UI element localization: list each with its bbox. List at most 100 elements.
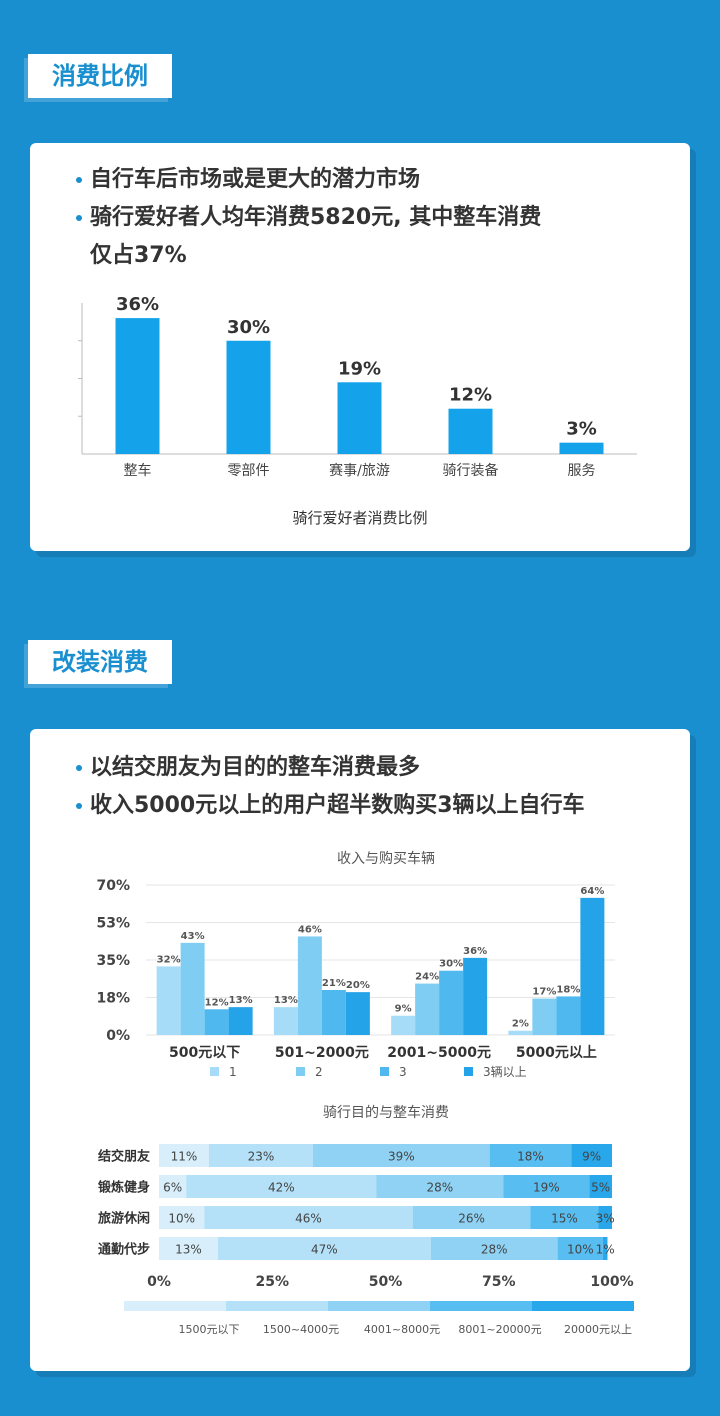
bar-value-label: 12% — [449, 385, 492, 406]
bar-3-1 — [391, 1015, 416, 1035]
chart-title-2: 骑行目的与整车消费 — [323, 1104, 449, 1121]
segment-value-label: 5% — [591, 1181, 610, 1195]
bar-2-4 — [345, 992, 370, 1035]
bar-4-1 — [508, 1030, 533, 1035]
x-tick-label: 100% — [590, 1274, 633, 1290]
y-tick-label: 0% — [106, 1028, 130, 1044]
segment-value-label: 9% — [582, 1150, 601, 1164]
bullet-2-line-2: 仅占37% — [90, 243, 187, 268]
bar-1-3 — [204, 1009, 229, 1035]
bullet-2-line-1: 骑行爱好者人均年消费5820元, 其中整车消费 — [90, 205, 542, 230]
bar-value-label: 43% — [181, 931, 205, 942]
stack-seg-4-1 — [159, 1237, 218, 1260]
legend-swatch — [464, 1067, 473, 1076]
bar-value-label: 64% — [580, 886, 604, 897]
legend-swatch-2 — [226, 1301, 328, 1311]
stack-seg-4-5 — [602, 1237, 608, 1260]
row-label: 结交朋友 — [98, 1149, 150, 1165]
legend-swatch-2 — [124, 1301, 226, 1311]
bar-1 — [115, 318, 160, 454]
bar-value-label: 21% — [322, 978, 346, 989]
segment-value-label: 18% — [517, 1150, 544, 1164]
segment-value-label: 28% — [427, 1181, 454, 1195]
stack-seg-1-1 — [159, 1144, 209, 1167]
category-label: 骑行装备 — [443, 462, 499, 479]
bar-3-2 — [415, 983, 440, 1035]
bar-value-label: 36% — [463, 946, 487, 957]
bullet-4: 收入5000元以上的用户超半数购买3辆以上自行车 — [76, 787, 676, 825]
stack-seg-2-3 — [376, 1175, 504, 1198]
bar-value-label: 17% — [532, 987, 556, 998]
legend-label: 1 — [229, 1065, 237, 1079]
bar-2-3 — [321, 990, 346, 1035]
row-label: 旅游休闲 — [98, 1211, 150, 1227]
bar-1-2 — [180, 942, 205, 1035]
bar-value-label: 20% — [346, 980, 370, 991]
legend-swatch-2 — [532, 1301, 634, 1311]
segment-value-label: 10% — [567, 1243, 594, 1257]
bar-value-label: 9% — [395, 1004, 412, 1015]
bar-value-label: 19% — [338, 358, 381, 379]
bar-value-label: 24% — [415, 972, 439, 983]
category-label: 2001~5000元 — [387, 1045, 491, 1061]
stack-seg-1-5 — [571, 1144, 612, 1167]
stack-seg-4-4 — [557, 1237, 603, 1260]
bar-value-label: 18% — [556, 984, 580, 995]
segment-value-label: 6% — [163, 1181, 182, 1195]
legend-label: 2 — [315, 1065, 323, 1079]
legend-swatch — [210, 1067, 219, 1076]
bar-value-label: 46% — [298, 924, 322, 935]
category-label: 零部件 — [228, 463, 270, 479]
bar-value-label: 2% — [512, 1019, 529, 1030]
segment-value-label: 10% — [168, 1212, 195, 1226]
bar-1-4 — [228, 1007, 253, 1035]
segment-value-label: 47% — [311, 1243, 338, 1257]
x-tick-label: 75% — [482, 1274, 516, 1290]
legend-label-2: 8001~20000元 — [458, 1323, 541, 1336]
bar-value-label: 13% — [229, 995, 253, 1006]
bar-3 — [337, 382, 382, 454]
y-tick-label: 53% — [96, 916, 130, 932]
chart-title: 收入与购买车辆 — [337, 850, 435, 867]
stack-seg-2-2 — [186, 1175, 377, 1198]
segment-value-label: 19% — [533, 1181, 560, 1195]
stack-seg-3-2 — [204, 1206, 413, 1229]
stack-seg-2-5 — [589, 1175, 612, 1198]
legend-label-2: 1500元以下 — [179, 1323, 240, 1336]
y-tick-label: 70% — [96, 878, 130, 894]
segment-value-label: 3% — [596, 1212, 615, 1226]
stack-seg-1-4 — [489, 1144, 572, 1167]
legend-swatch-2 — [430, 1301, 532, 1311]
modification-card: 以结交朋友为目的的整车消费最多 收入5000元以上的用户超半数购买3辆以上自行车… — [30, 729, 690, 1371]
stack-seg-1-2 — [208, 1144, 314, 1167]
bar-5 — [559, 442, 604, 454]
bar-value-label: 30% — [227, 317, 270, 338]
chart-title: 骑行爱好者消费比例 — [292, 509, 427, 527]
bullet-list-2: 以结交朋友为目的的整车消费最多 收入5000元以上的用户超半数购买3辆以上自行车 — [76, 749, 676, 825]
consumption-card: 自行车后市场或是更大的潜力市场 骑行爱好者人均年消费5820元, 其中整车消费 … — [30, 143, 690, 551]
bar-3-4 — [463, 957, 488, 1035]
x-tick-label: 50% — [369, 1274, 403, 1290]
stack-seg-3-5 — [598, 1206, 612, 1229]
bar-value-label: 12% — [205, 997, 229, 1008]
segment-value-label: 46% — [295, 1212, 322, 1226]
bar-2-1 — [273, 1007, 298, 1035]
legend-label-2: 4001~8000元 — [364, 1323, 440, 1336]
stack-seg-4-3 — [430, 1237, 558, 1260]
bar-value-label: 32% — [157, 954, 181, 965]
segment-value-label: 26% — [458, 1212, 485, 1226]
section-tag-modification: 改装消费 — [28, 640, 172, 684]
bar-value-label: 36% — [116, 294, 159, 315]
bar-4-4 — [580, 897, 605, 1035]
category-label: 501~2000元 — [275, 1045, 369, 1061]
bar-value-label: 30% — [439, 959, 463, 970]
segment-value-label: 39% — [388, 1150, 415, 1164]
bullet-2: 骑行爱好者人均年消费5820元, 其中整车消费 仅占37% — [76, 199, 676, 275]
stack-seg-3-3 — [412, 1206, 531, 1229]
bar-value-label: 13% — [274, 995, 298, 1006]
bar-2 — [226, 340, 271, 454]
segment-value-label: 15% — [551, 1212, 578, 1226]
stack-seg-2-4 — [503, 1175, 590, 1198]
bar-1-1 — [156, 966, 181, 1035]
segment-value-label: 23% — [248, 1150, 275, 1164]
